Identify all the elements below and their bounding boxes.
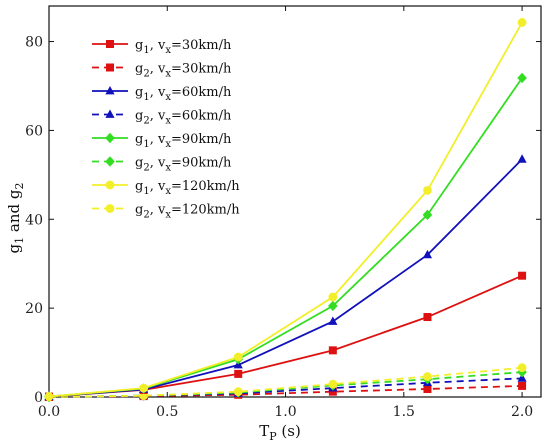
x-tick-label: 0.5 — [156, 404, 178, 420]
data-point-7-4 — [423, 372, 432, 381]
legend-label-3: g2, vx=60km/h — [135, 109, 232, 127]
legend-label-2: g1, vx=60km/h — [135, 85, 232, 103]
data-point-6-5 — [517, 18, 527, 27]
y-axis-title-sub1: 1 — [13, 237, 26, 244]
series-4 — [44, 72, 527, 402]
legend-label-5: g2, vx=90km/h — [135, 156, 232, 174]
y-axis-title-mid: and g — [5, 189, 23, 237]
legend-marker-2 — [105, 86, 115, 95]
plot-frame — [48, 5, 542, 398]
series-2 — [44, 154, 527, 400]
legend-marker-7 — [105, 204, 115, 213]
x-tick-label: 2.0 — [511, 404, 533, 420]
data-point-0-4 — [423, 313, 432, 322]
legend-marker-3 — [105, 109, 115, 118]
legend: g1, vx=30km/h g2, vx=30km/h g1, vx=60km/h g… — [92, 38, 240, 221]
series-0 — [45, 271, 527, 401]
x-tick-label: 1.5 — [393, 404, 415, 420]
series-6 — [44, 18, 527, 401]
legend-label-7: g2, vx=120km/h — [135, 203, 240, 221]
data-point-0-3 — [328, 346, 337, 355]
legend-marker-6 — [105, 180, 115, 190]
data-point-6-0 — [44, 392, 54, 401]
data-point-1-4 — [423, 385, 432, 394]
legend-label-6: g1, vx=120km/h — [135, 179, 240, 197]
x-axis-title: TP (s) — [259, 422, 301, 443]
series-line-0 — [48, 274, 523, 398]
legend-item-1: g2, vx=30km/h — [92, 62, 232, 80]
y-tick-label: 80 — [25, 35, 43, 51]
y-axis-title: g1 and g2 — [5, 183, 26, 254]
y-axis-title-main: g — [5, 243, 23, 253]
legend-item-6: g1, vx=120km/h — [92, 179, 240, 197]
legend-marker-1 — [106, 63, 114, 72]
y-tick-label: 0 — [34, 390, 43, 406]
y-tick-label: 60 — [25, 123, 43, 139]
axis-ticks: 0.0 0.5 1.0 1.5 2.0 0 20 40 60 80 — [25, 6, 541, 420]
data-point-4-4 — [422, 209, 433, 221]
legend-item-4: g1, vx=90km/h — [92, 132, 232, 150]
data-point-0-5 — [518, 271, 527, 280]
data-point-4-3 — [328, 300, 338, 312]
x-tick-label: 0.0 — [38, 404, 60, 420]
legend-label-4: g1, vx=90km/h — [135, 132, 232, 150]
x-axis-title-sub: P — [269, 430, 277, 443]
y-tick-label: 20 — [25, 301, 43, 317]
legend-item-7: g2, vx=120km/h — [92, 203, 240, 221]
x-axis-title-main: T — [259, 422, 269, 440]
legend-marker-0 — [106, 40, 114, 48]
plot-border — [48, 5, 542, 398]
series-line-4 — [48, 77, 523, 398]
legend-item-3: g2, vx=60km/h — [92, 109, 232, 127]
data-point-2-3 — [328, 316, 338, 325]
legend-label-1: g2, vx=30km/h — [135, 62, 232, 80]
series-line-2 — [48, 158, 523, 398]
data-point-2-5 — [517, 154, 527, 163]
y-axis-title-sub2: 2 — [13, 183, 26, 190]
data-point-7-5 — [517, 363, 527, 373]
data-point-4-5 — [517, 72, 527, 84]
legend-marker-5 — [105, 156, 115, 167]
data-point-6-1 — [139, 383, 149, 393]
legend-item-0: g1, vx=30km/h — [92, 38, 232, 56]
series-line-7 — [48, 366, 523, 398]
series-line-6 — [48, 21, 523, 398]
legend-item-5: g2, vx=90km/h — [92, 156, 232, 174]
data-point-3-5 — [517, 373, 527, 382]
data-point-1-5 — [518, 381, 527, 390]
legend-marker-4 — [105, 132, 115, 144]
data-point-7-3 — [328, 379, 338, 389]
y-tick-label: 40 — [25, 212, 43, 228]
data-point-0-2 — [234, 369, 243, 378]
data-point-6-4 — [423, 185, 432, 195]
series-layer — [44, 18, 527, 403]
x-tick-label: 1.0 — [274, 404, 296, 420]
data-point-7-2 — [233, 387, 243, 397]
x-axis-title-unit: (s) — [277, 422, 301, 440]
data-point-6-3 — [328, 292, 338, 302]
data-point-6-2 — [233, 352, 243, 362]
data-point-1-3 — [328, 387, 337, 396]
data-point-2-4 — [422, 249, 433, 259]
legend-label-0: g1, vx=30km/h — [135, 38, 232, 56]
legend-item-2: g1, vx=60km/h — [92, 85, 232, 103]
